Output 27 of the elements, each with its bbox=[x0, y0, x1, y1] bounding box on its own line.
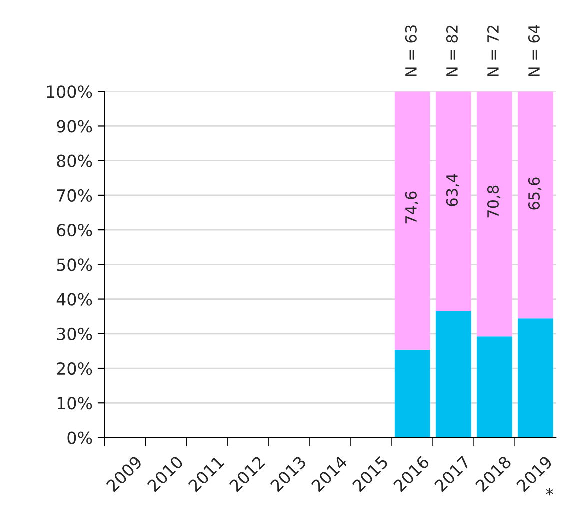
y-tick-label: 80% bbox=[57, 154, 92, 168]
annotation: N = 82 bbox=[446, 26, 458, 76]
y-tick-label: 60% bbox=[57, 224, 92, 237]
bar bbox=[476, 92, 512, 337]
data-label: 74,6 bbox=[405, 192, 419, 224]
y-tick-label: 90% bbox=[57, 120, 92, 133]
y-tick-label: 70% bbox=[57, 189, 92, 202]
data-label: 63,4 bbox=[446, 174, 460, 206]
data-label: 70,8 bbox=[487, 186, 501, 218]
bar bbox=[394, 350, 430, 438]
bar bbox=[518, 92, 554, 319]
bar bbox=[436, 92, 472, 312]
annotation: N = 64 bbox=[528, 25, 540, 76]
annotation: N = 72 bbox=[487, 26, 499, 76]
bar bbox=[394, 92, 430, 350]
y-tick-label: 10% bbox=[58, 397, 92, 410]
y-tick-label: 30% bbox=[57, 328, 92, 340]
y-tick-label: 0% bbox=[68, 432, 92, 444]
y-tick-label: 40% bbox=[56, 293, 92, 306]
bar bbox=[436, 311, 472, 438]
y-tick-label: 100% bbox=[47, 86, 92, 98]
annotation: N = 63 bbox=[405, 26, 417, 76]
data-label: 65,6 bbox=[528, 178, 542, 210]
bar bbox=[476, 336, 512, 438]
y-tick-label: 20% bbox=[57, 362, 92, 376]
y-tick-label: 50% bbox=[57, 258, 92, 272]
bar bbox=[518, 318, 554, 438]
